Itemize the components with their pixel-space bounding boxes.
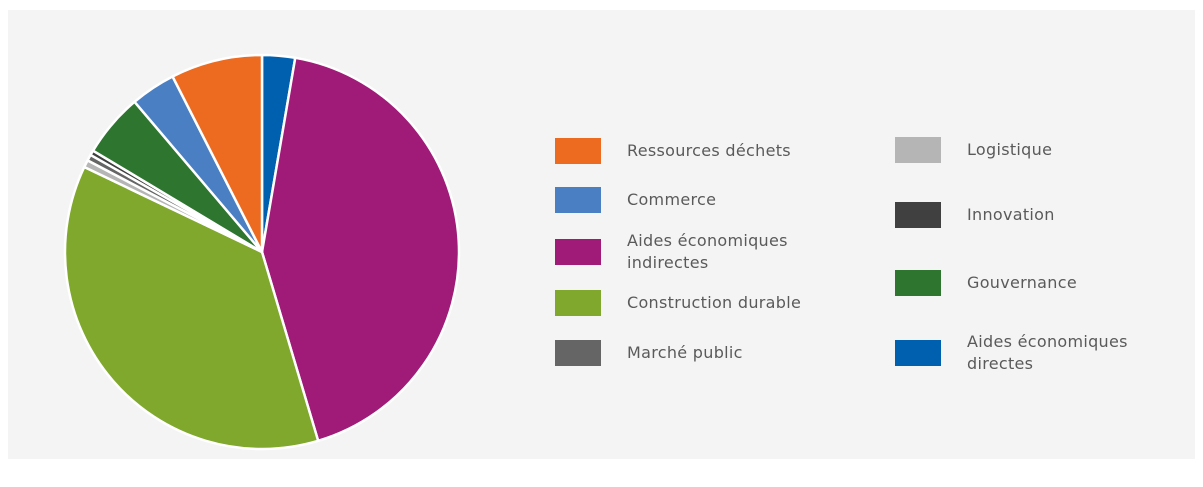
- legend-swatch-construction-durable: [555, 290, 601, 316]
- legend-swatch-aides-economiques-indirectes: [555, 239, 601, 265]
- legend-label-innovation: Innovation: [967, 205, 1055, 224]
- legend-swatch-marche-public: [555, 340, 601, 366]
- legend-swatch-ressources-dechets: [555, 138, 601, 164]
- legend-item-logistique: Logistique: [895, 137, 1052, 163]
- pie-slice-construction-durable: [63, 165, 320, 451]
- legend-item-aides-economiques-indirectes: Aides économiques indirectes: [555, 230, 788, 274]
- legend-swatch-gouvernance: [895, 270, 941, 296]
- legend-swatch-innovation: [895, 202, 941, 228]
- legend-label-marche-public: Marché public: [627, 343, 743, 362]
- legend-item-construction-durable: Construction durable: [555, 290, 801, 316]
- legend-label-logistique: Logistique: [967, 140, 1053, 159]
- legend-label-gouvernance: Gouvernance: [967, 273, 1077, 292]
- legend-item-marche-public: Marché public: [555, 340, 743, 366]
- legend-label-construction-durable: Construction durable: [627, 293, 802, 312]
- legend-item-gouvernance: Gouvernance: [895, 270, 1077, 296]
- legend-label-commerce: Commerce: [627, 190, 717, 209]
- legend-item-ressources-dechets: Ressources déchets: [555, 138, 791, 164]
- legend-label-aides-economiques-indirectes: Aides économiques indirectes: [627, 231, 788, 272]
- legend-label-ressources-dechets: Ressources déchets: [627, 141, 791, 160]
- legend-item-innovation: Innovation: [895, 202, 1055, 228]
- pie-slice-ressources-dechets: [171, 53, 264, 254]
- legend-item-aides-economiques-directes: Aides économiques directes: [895, 331, 1128, 375]
- pie-slice-aides-economiques-indirectes: [260, 56, 461, 443]
- legend-label-aides-economiques-directes: Aides économiques directes: [967, 332, 1128, 373]
- legend-swatch-logistique: [895, 137, 941, 163]
- legend-swatch-aides-economiques-directes: [895, 340, 941, 366]
- legend-item-commerce: Commerce: [555, 187, 716, 213]
- legend-swatch-commerce: [555, 187, 601, 213]
